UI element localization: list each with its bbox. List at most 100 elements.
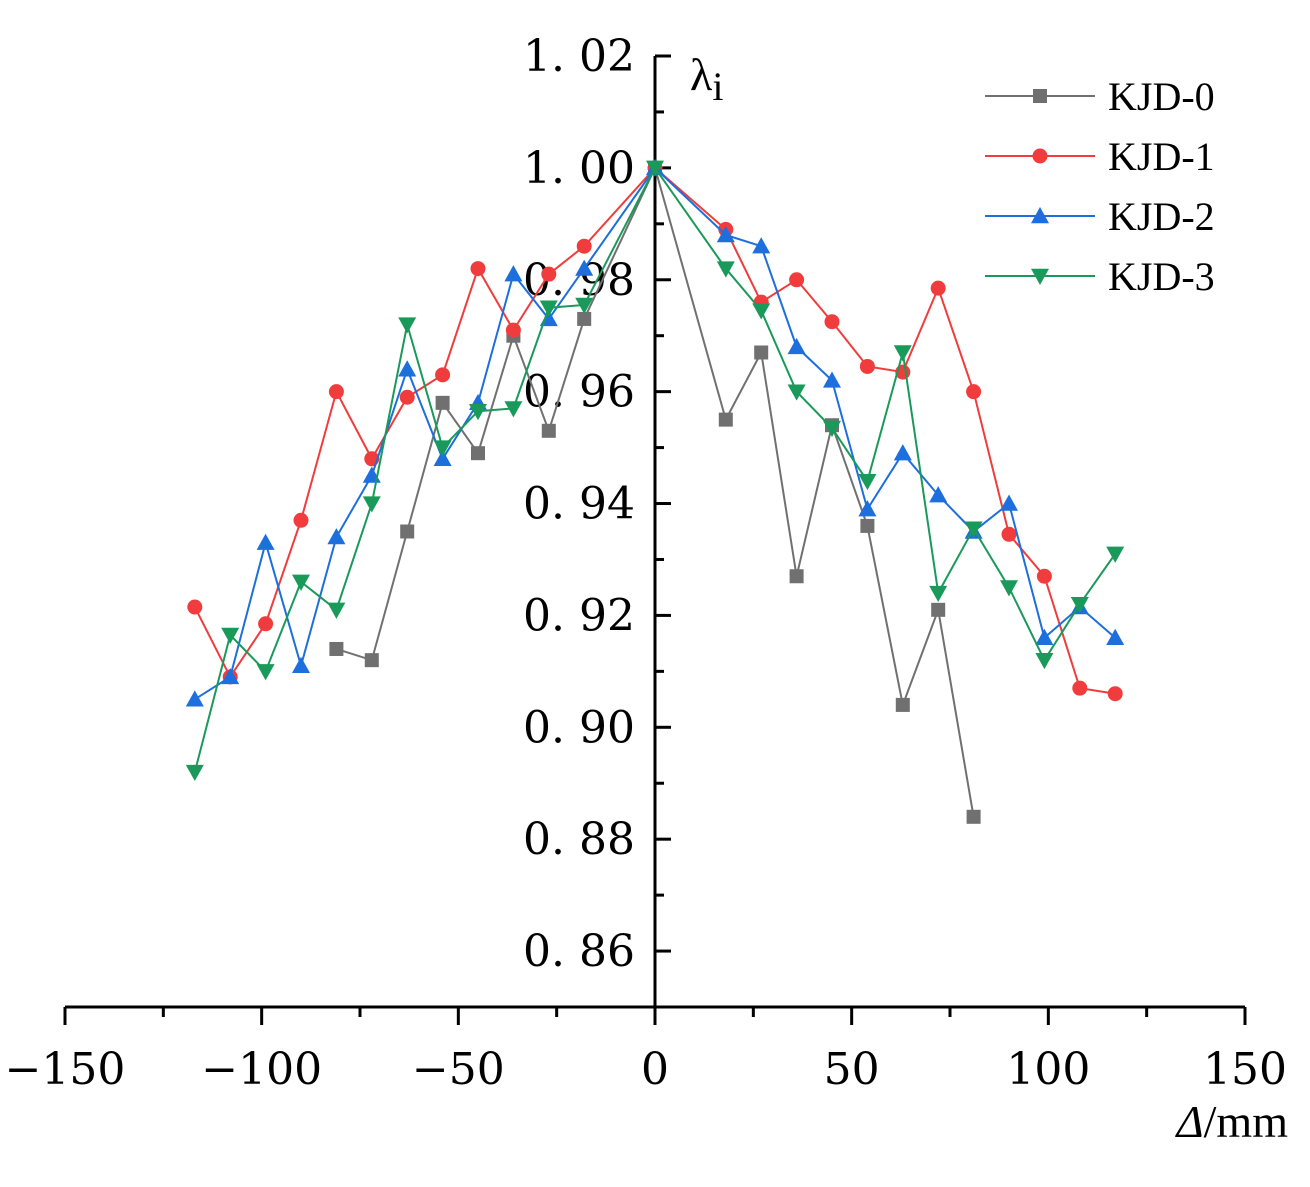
data-point-kjd-0 — [471, 446, 485, 461]
data-point-kjd-3 — [929, 585, 948, 603]
data-point-kjd-2 — [1106, 628, 1125, 645]
legend-marker-kjd-2 — [1031, 207, 1049, 224]
y-tick-label: 0. 94 — [523, 479, 635, 530]
data-point-kjd-2 — [787, 337, 806, 355]
data-point-kjd-3 — [1000, 580, 1018, 597]
y-tick-label: 0. 96 — [523, 367, 635, 418]
data-point-kjd-3 — [327, 602, 346, 619]
series-layer — [185, 158, 1125, 824]
data-point-kjd-0 — [364, 653, 379, 668]
data-point-kjd-1 — [1072, 680, 1088, 696]
data-point-kjd-2 — [221, 667, 240, 685]
data-point-kjd-3 — [964, 521, 983, 538]
data-point-kjd-3 — [575, 297, 594, 314]
data-point-kjd-3 — [752, 303, 771, 320]
y-tick-label: 0. 86 — [523, 926, 635, 977]
data-point-kjd-2 — [185, 690, 204, 707]
x-tick-label: 100 — [1006, 1044, 1090, 1095]
legend-item-kjd-1: KJD-1 — [985, 134, 1215, 179]
data-point-kjd-2 — [716, 226, 735, 243]
data-point-kjd-0 — [329, 641, 344, 656]
x-tick-label: −50 — [412, 1044, 505, 1095]
legend-marker-kjd-3 — [1031, 268, 1049, 285]
data-point-kjd-3 — [893, 345, 912, 362]
data-point-kjd-3 — [787, 384, 806, 401]
data-point-kjd-1 — [789, 272, 805, 288]
data-point-kjd-1 — [1107, 686, 1123, 702]
x-tick-label: 50 — [824, 1044, 880, 1095]
x-axis-title: Δ/mm — [1175, 1096, 1289, 1147]
series-kjd-3 — [185, 160, 1125, 782]
data-point-kjd-3 — [469, 404, 487, 421]
data-point-kjd-3 — [185, 764, 204, 782]
data-point-kjd-2 — [327, 528, 346, 545]
data-point-kjd-3 — [433, 440, 452, 457]
y-tick-label: 0. 90 — [523, 702, 635, 753]
legend-marker-kjd-1 — [1032, 148, 1048, 164]
data-point-kjd-3 — [1106, 546, 1125, 563]
data-point-kjd-0 — [577, 311, 592, 326]
y-tick-label: 0. 92 — [523, 590, 635, 641]
data-point-kjd-2 — [893, 444, 912, 461]
data-point-kjd-2 — [398, 360, 417, 377]
data-point-kjd-1 — [328, 384, 344, 400]
data-point-kjd-3 — [539, 300, 558, 317]
legend-label-kjd-3: KJD-3 — [1108, 254, 1215, 299]
data-point-kjd-1 — [187, 599, 203, 615]
data-point-kjd-2 — [1000, 494, 1018, 511]
data-point-kjd-3 — [646, 160, 664, 177]
data-point-kjd-1 — [399, 389, 415, 405]
legend-item-kjd-0: KJD-0 — [985, 74, 1215, 119]
data-point-kjd-1 — [470, 261, 486, 277]
legend-item-kjd-3: KJD-3 — [985, 254, 1215, 299]
data-point-kjd-2 — [292, 656, 310, 673]
data-point-kjd-1 — [1036, 568, 1052, 584]
data-point-kjd-3 — [256, 664, 275, 681]
data-point-kjd-3 — [823, 420, 841, 438]
data-point-kjd-0 — [541, 423, 556, 438]
y-tick-label: 0. 88 — [523, 814, 635, 865]
data-point-kjd-0 — [895, 697, 910, 712]
data-point-kjd-2 — [752, 237, 771, 254]
data-point-kjd-1 — [435, 367, 451, 383]
data-point-kjd-1 — [505, 322, 521, 338]
legend-label-kjd-2: KJD-2 — [1108, 194, 1215, 239]
data-point-kjd-0 — [860, 518, 875, 533]
data-point-kjd-2 — [823, 371, 841, 388]
x-tick-label: −150 — [5, 1044, 126, 1095]
data-point-kjd-1 — [930, 280, 946, 296]
data-point-kjd-3 — [1070, 597, 1089, 614]
y-tick-label: 0. 98 — [523, 255, 635, 306]
data-point-kjd-2 — [433, 449, 452, 466]
data-point-kjd-2 — [504, 265, 523, 282]
data-point-kjd-0 — [754, 345, 769, 360]
data-point-kjd-3 — [398, 317, 417, 334]
legend-label-kjd-0: KJD-0 — [1108, 74, 1215, 119]
x-tick-label: −100 — [201, 1044, 322, 1095]
data-point-kjd-3 — [1035, 652, 1054, 670]
x-tick-label: 150 — [1203, 1044, 1287, 1095]
data-point-kjd-0 — [435, 395, 450, 410]
data-point-kjd-1 — [859, 358, 875, 374]
data-point-kjd-1 — [966, 384, 982, 400]
data-point-kjd-1 — [293, 512, 309, 528]
data-point-kjd-1 — [541, 266, 557, 282]
data-point-kjd-3 — [504, 401, 523, 418]
data-point-kjd-3 — [858, 473, 877, 491]
data-point-kjd-3 — [362, 496, 381, 513]
data-point-kjd-0 — [718, 412, 733, 427]
data-point-kjd-2 — [858, 500, 877, 517]
data-point-kjd-0 — [931, 602, 946, 617]
data-point-kjd-2 — [256, 533, 275, 550]
data-point-kjd-1 — [576, 238, 592, 254]
legend-label-kjd-1: KJD-1 — [1108, 134, 1215, 179]
data-point-kjd-1 — [1001, 526, 1017, 542]
data-point-kjd-2 — [575, 259, 594, 276]
data-point-kjd-3 — [716, 261, 735, 278]
data-point-kjd-1 — [258, 616, 274, 632]
y-tick-label: 1. 00 — [523, 143, 635, 194]
data-point-kjd-3 — [292, 574, 310, 591]
data-point-kjd-2 — [929, 486, 948, 503]
axes: −150 −100 −50 0 50 100 150 0. 86 0. 88 0. 90 0. 92… — [5, 31, 1287, 1095]
